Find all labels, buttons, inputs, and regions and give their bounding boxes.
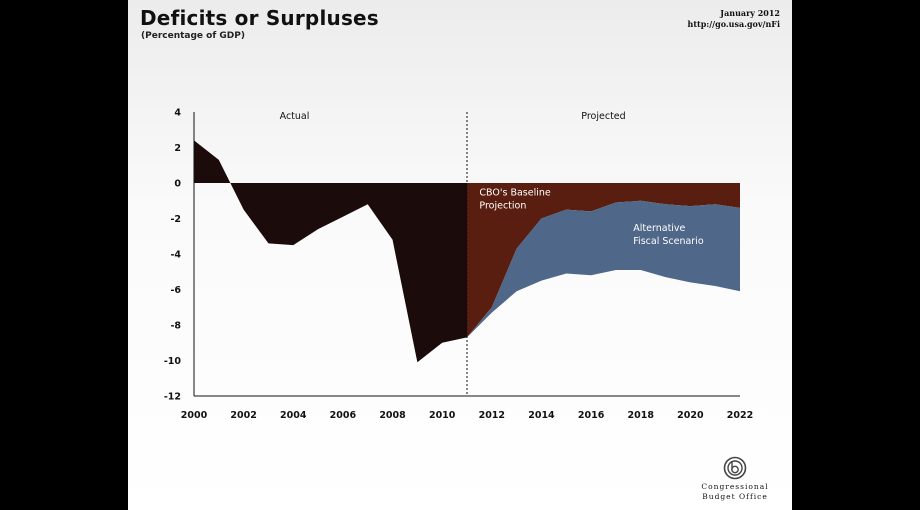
chart-title: Deficits or Surpluses [140, 6, 379, 30]
chart-subtitle: (Percentage of GDP) [141, 31, 245, 41]
y-tick-label: 0 [174, 179, 181, 190]
annotation-baseline: CBO's Baseline [479, 187, 550, 198]
x-tick-label: 2002 [230, 410, 256, 421]
x-tick-label: 2006 [330, 410, 357, 421]
region-label-projected: Projected [581, 111, 625, 122]
x-tick-label: 2016 [578, 410, 605, 421]
y-tick-label: -6 [170, 285, 181, 296]
date-label: January 2012 [720, 8, 780, 18]
alternative-scenario-area [467, 200, 740, 338]
logo-line-2: Budget Office [702, 492, 768, 501]
y-tick-label: -10 [164, 356, 182, 367]
cbo-logo: Congressional Budget Office [690, 456, 780, 502]
annotation-alternative: Alternative [633, 223, 685, 234]
x-tick-label: 2014 [528, 410, 555, 421]
x-tick-label: 2004 [280, 410, 307, 421]
y-tick-label: 2 [174, 143, 181, 154]
x-tick-label: 2000 [181, 410, 208, 421]
source-url[interactable]: http://go.usa.gov/nFi [687, 19, 781, 29]
y-tick-label: -8 [170, 321, 181, 332]
x-tick-label: 2010 [429, 410, 456, 421]
y-tick-label: 4 [174, 108, 181, 119]
x-tick-label: 2020 [677, 410, 704, 421]
y-tick-label: -4 [170, 250, 181, 261]
region-label-actual: Actual [280, 111, 310, 122]
y-tick-label: -12 [164, 392, 181, 403]
x-tick-label: 2012 [479, 410, 505, 421]
y-tick-label: -2 [170, 214, 181, 225]
logo-line-1: Congressional [701, 482, 769, 491]
baseline-projection-area [467, 183, 740, 338]
annotation-alternative: Fiscal Scenario [633, 236, 704, 247]
x-tick-label: 2022 [727, 410, 753, 421]
actual-area [194, 140, 467, 363]
slide: Deficits or Surpluses (Percentage of GDP… [128, 0, 792, 510]
x-tick-label: 2008 [379, 410, 406, 421]
x-tick-label: 2018 [628, 410, 655, 421]
annotation-baseline: Projection [479, 200, 526, 211]
cbo-logo-icon [723, 456, 747, 480]
